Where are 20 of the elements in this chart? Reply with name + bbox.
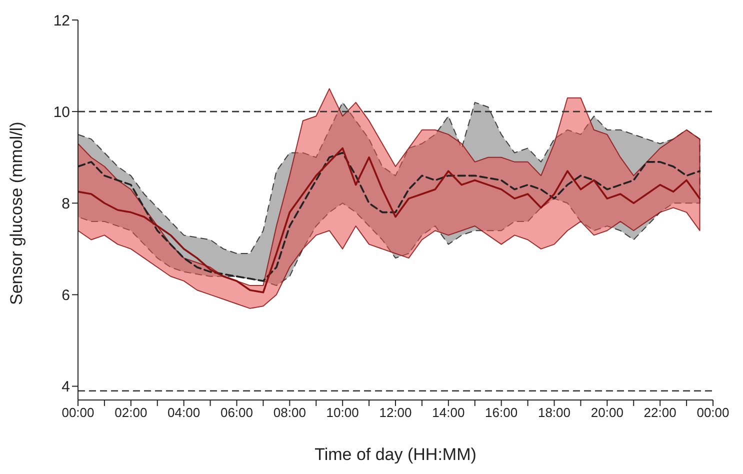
x-tick-label: 22:00 — [644, 405, 676, 420]
x-tick-label: 02:00 — [114, 405, 148, 420]
x-tick-label: 12:00 — [379, 405, 412, 420]
y-tick-label: 8 — [62, 195, 70, 212]
y-tick-label: 6 — [62, 287, 70, 304]
x-tick-label: 20:00 — [590, 405, 624, 420]
x-tick-label: 10:00 — [326, 405, 359, 420]
x-tick-label: 00:00 — [696, 405, 730, 420]
x-tick-label: 18:00 — [538, 405, 571, 420]
x-tick-label: 08:00 — [273, 405, 306, 420]
x-axis-title: Time of day (HH:MM) — [314, 445, 476, 464]
y-tick-label: 4 — [62, 378, 70, 396]
y-tick-label: 12 — [53, 12, 70, 30]
x-tick-label: 00:00 — [62, 405, 94, 420]
x-tick-label: 04:00 — [168, 405, 200, 420]
y-tick-label: 10 — [53, 104, 70, 121]
y-axis-title: Sensor glucose (mmol/l) — [7, 122, 26, 305]
x-tick-label: 16:00 — [485, 405, 518, 420]
x-tick-label: 14:00 — [432, 405, 465, 420]
x-tick-label: 06:00 — [220, 405, 254, 420]
